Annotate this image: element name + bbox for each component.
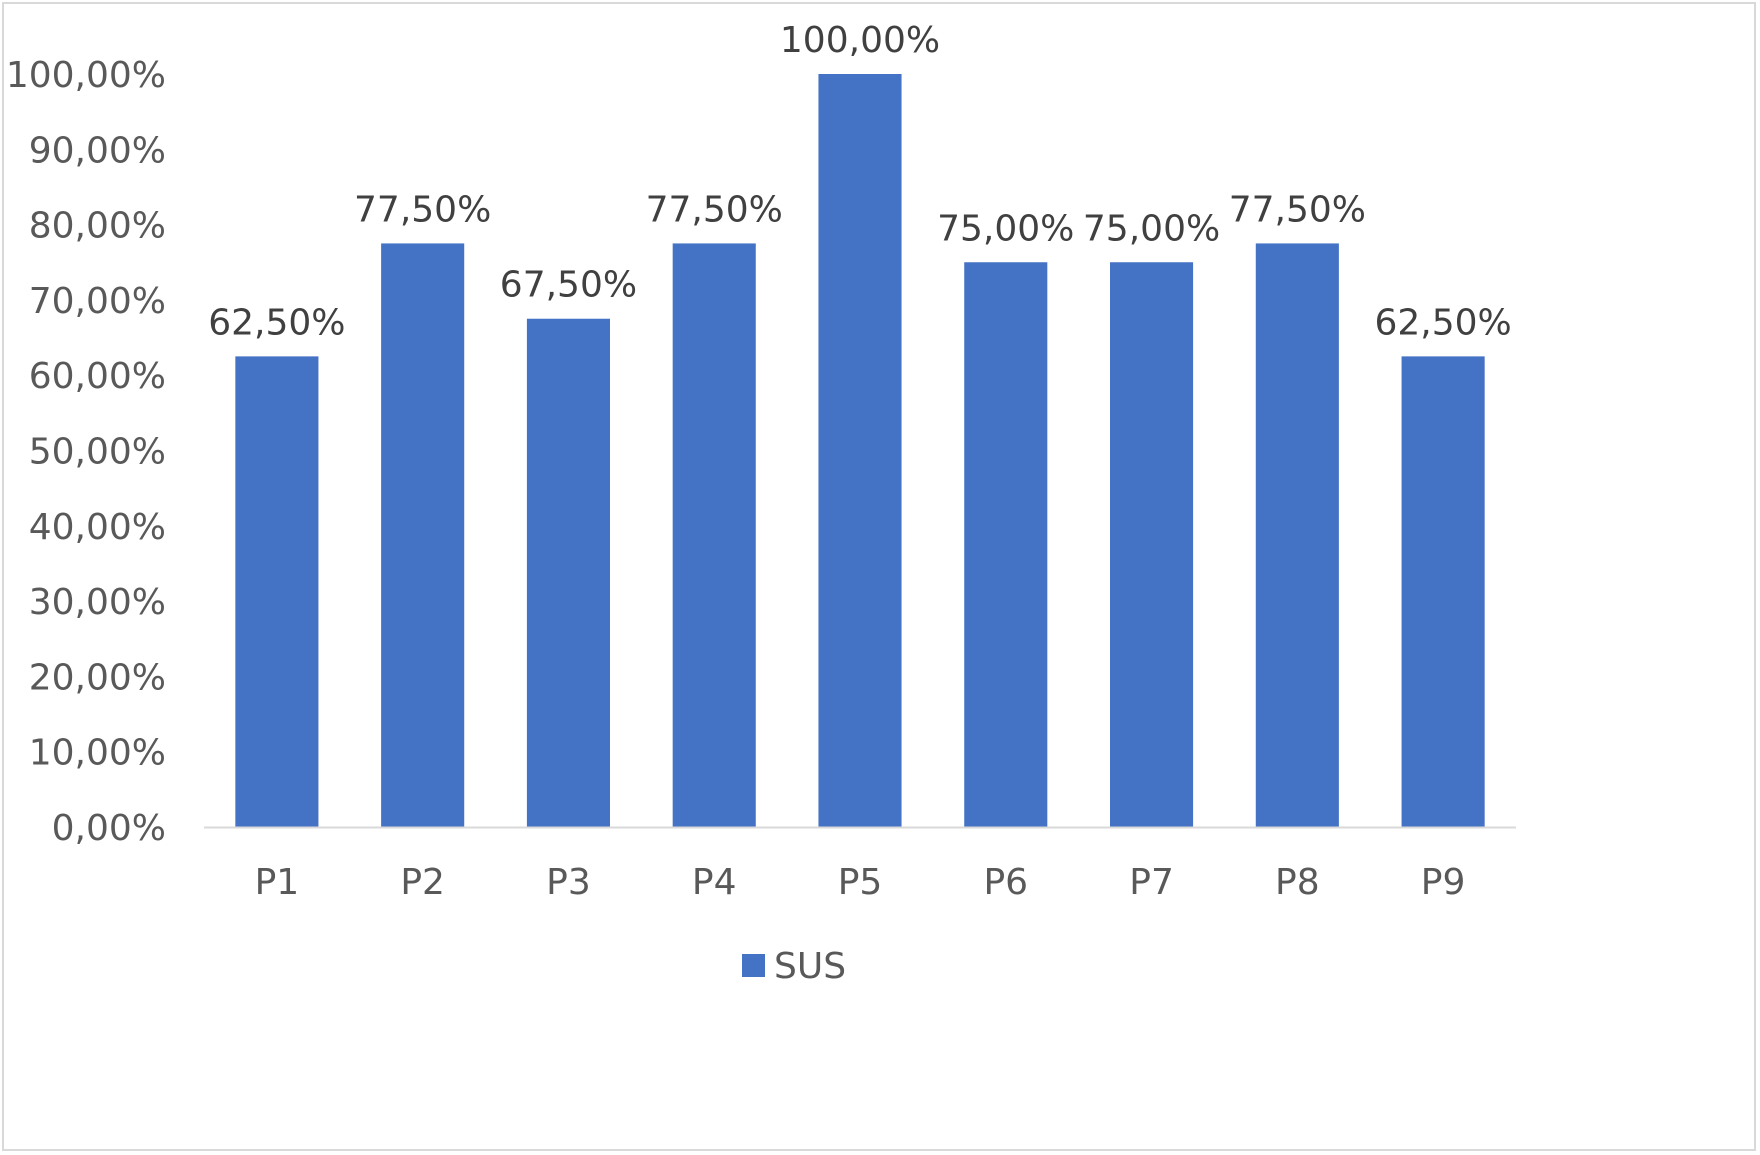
bar-p4 — [672, 243, 756, 828]
data-label-p1: 62,50% — [208, 302, 345, 343]
data-label-p7: 75,00% — [1083, 208, 1220, 249]
bar-series-sus — [235, 74, 1485, 828]
x-tick-label-p3: P3 — [546, 862, 591, 903]
x-tick-label-p5: P5 — [838, 862, 883, 903]
x-axis-category-labels: P1 P2 P3 P4 P5 P6 P7 P8 P9 — [255, 862, 1466, 903]
bar-p6 — [964, 262, 1048, 827]
x-tick-label-p9: P9 — [1421, 862, 1466, 903]
data-label-p9: 62,50% — [1374, 302, 1511, 343]
bar-chart: 0,00% 10,00% 20,00% 30,00% 40,00% 50,00% 60,00… — [6, 20, 1516, 987]
y-tick-label: 10,00% — [29, 733, 166, 774]
x-tick-label-p6: P6 — [983, 862, 1028, 903]
bar-p9 — [1401, 356, 1485, 827]
bar-p2 — [381, 243, 465, 828]
y-tick-label: 80,00% — [29, 206, 166, 247]
legend: SUS — [742, 946, 846, 987]
data-label-p6: 75,00% — [937, 208, 1074, 249]
y-axis-tick-labels: 0,00% 10,00% 20,00% 30,00% 40,00% 50,00% 60,00… — [6, 55, 166, 849]
y-tick-label: 90,00% — [29, 130, 166, 171]
x-tick-label-p1: P1 — [255, 862, 300, 903]
y-tick-label: 100,00% — [6, 55, 166, 96]
x-tick-label-p8: P8 — [1275, 862, 1320, 903]
y-tick-label: 0,00% — [52, 808, 166, 849]
bar-p3 — [526, 318, 610, 827]
y-tick-label: 40,00% — [29, 507, 166, 548]
data-label-p4: 77,50% — [646, 189, 783, 230]
data-label-p8: 77,50% — [1229, 189, 1366, 230]
data-label-p5: 100,00% — [780, 20, 940, 61]
y-tick-label: 70,00% — [29, 281, 166, 322]
y-tick-label: 20,00% — [29, 657, 166, 698]
bar-p1 — [235, 356, 319, 827]
bar-p7 — [1110, 262, 1194, 827]
data-labels: 62,50%77,50%67,50%77,50%100,00%75,00% 75,… — [208, 20, 1512, 343]
x-tick-label-p2: P2 — [400, 862, 445, 903]
legend-swatch-sus — [742, 954, 765, 977]
y-tick-label: 30,00% — [29, 582, 166, 623]
y-tick-label: 50,00% — [29, 432, 166, 473]
bar-p5 — [818, 74, 902, 827]
bar-p8 — [1255, 243, 1339, 828]
data-label-p3: 67,50% — [500, 265, 637, 306]
x-tick-label-p4: P4 — [692, 862, 737, 903]
x-tick-label-p7: P7 — [1129, 862, 1174, 903]
legend-label-sus: SUS — [774, 946, 846, 987]
data-label-p2: 77,50% — [354, 189, 491, 230]
y-tick-label: 60,00% — [29, 356, 166, 397]
